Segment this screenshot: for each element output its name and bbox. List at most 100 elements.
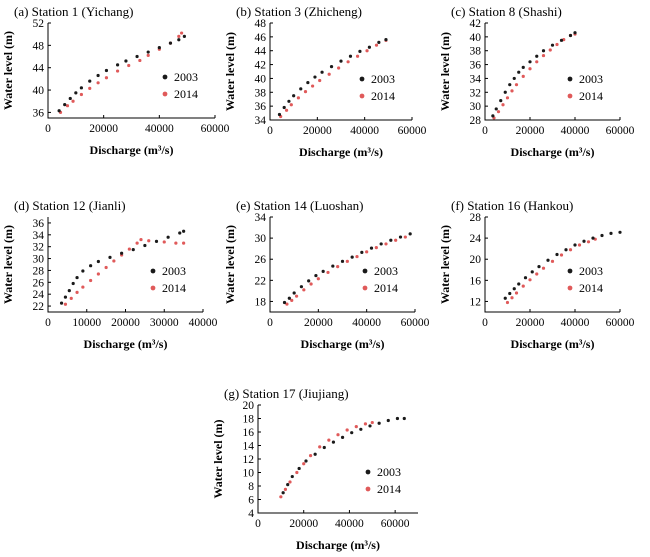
y-tick-label: 46 [255, 32, 267, 44]
x-tick-label: 0 [45, 123, 51, 135]
point-2003 [63, 102, 67, 107]
point-2014 [374, 43, 379, 47]
y-axis-label: Water level (m) [223, 225, 237, 304]
point-2003 [573, 31, 577, 35]
point-2014 [355, 254, 359, 259]
panel-4: (d) Station 12 (Jianli) 0 10000 20000 30000 4… [1, 198, 218, 351]
legend-marker-2003 [162, 74, 168, 80]
point-2003 [182, 229, 186, 233]
point-2014 [496, 110, 501, 114]
panel-2: (b) Station 3 (Zhicheng) 0 20000 40000 60000… [223, 4, 427, 159]
point-2014 [568, 248, 573, 252]
legend-marker-2014 [359, 93, 365, 99]
point-2003 [313, 75, 317, 79]
y-tick-label: 44 [255, 46, 267, 58]
y-tick-label: 24 [33, 289, 45, 301]
y-tick-label: 34 [33, 230, 45, 242]
point-2014 [288, 480, 292, 484]
point-2003 [182, 34, 186, 39]
point-2003 [314, 273, 318, 278]
point-2014 [135, 241, 139, 245]
point-2014 [365, 250, 369, 254]
y-tick-label: 28 [470, 212, 482, 224]
x-tick-label: 40000 [350, 125, 379, 137]
y-tick-label: 6 [248, 495, 254, 507]
y-tick-label: 40 [33, 85, 45, 97]
point-2003 [168, 41, 173, 45]
y-tick-label: 20 [470, 254, 482, 266]
point-2003 [154, 239, 159, 243]
point-2003 [81, 269, 85, 273]
legend-label: 2003 [377, 465, 401, 479]
point-2003 [331, 264, 335, 268]
point-2014 [355, 54, 360, 58]
legend-marker-2014 [365, 486, 371, 492]
point-2003 [282, 300, 287, 305]
point-2003 [178, 231, 182, 235]
point-2003 [348, 54, 353, 58]
y-tick-label: 42 [470, 18, 482, 30]
legend-marker-2003 [359, 76, 365, 82]
point-2014 [279, 495, 283, 499]
point-2014 [327, 438, 331, 442]
legend-marker-2003 [567, 76, 573, 82]
point-2014 [295, 470, 299, 475]
point-2014 [555, 42, 559, 47]
point-2003 [512, 76, 516, 81]
y-axis-label: Water level (m) [438, 225, 452, 304]
y-tick-label: 52 [33, 18, 45, 30]
point-2003 [307, 279, 311, 283]
point-2014 [318, 78, 322, 83]
legend-marker-2003 [150, 268, 156, 274]
point-2014 [308, 454, 313, 458]
y-tick-label: 8 [248, 481, 254, 493]
y-tick-label: 30 [470, 101, 482, 113]
point-2014 [514, 83, 519, 87]
point-2014 [63, 302, 68, 306]
y-axis-label: Water level (m) [1, 31, 15, 110]
point-2003 [135, 54, 139, 59]
panel-7: (g) Station 17 (Jiujiang) 0 20000 40000 6000… [211, 386, 418, 552]
point-2003 [71, 281, 75, 286]
legend-label: 2014 [579, 89, 603, 103]
point-2003 [582, 239, 586, 243]
x-tick-label: 40000 [561, 317, 590, 329]
point-2003 [120, 251, 124, 255]
point-2003 [568, 33, 573, 38]
point-2014 [79, 92, 83, 97]
y-tick-label: 34 [255, 115, 267, 127]
point-2003 [350, 431, 354, 435]
panel-5: (e) Station 14 (Luoshan) 0 20000 40000 60000… [223, 198, 430, 351]
point-2014 [180, 31, 184, 35]
point-2014 [528, 67, 532, 71]
panel-title: (b) Station 3 (Zhicheng) [236, 4, 362, 19]
x-tick-label: 30000 [150, 317, 179, 329]
legend-label: 2003 [371, 72, 395, 86]
point-2003 [297, 466, 301, 471]
x-tick-label: 40000 [561, 125, 590, 137]
y-tick-label: 4 [248, 508, 254, 520]
x-axis-label: Discharge (m³/s) [84, 337, 168, 351]
x-tick-label: 40000 [145, 123, 174, 135]
point-2014 [336, 265, 340, 269]
y-tick-label: 12 [470, 296, 482, 308]
point-2003 [609, 231, 613, 235]
legend-label: 2003 [579, 264, 603, 278]
point-2014 [177, 34, 181, 39]
point-2003 [494, 107, 498, 111]
point-2014 [112, 259, 116, 263]
point-2003 [530, 270, 534, 274]
point-2003 [74, 91, 78, 95]
point-2014 [96, 272, 100, 276]
point-2014 [345, 259, 349, 263]
y-tick-label: 10 [243, 468, 255, 480]
point-2003 [340, 259, 345, 263]
point-2003 [537, 265, 541, 269]
y-tick-label: 26 [33, 277, 45, 289]
y-tick-label: 22 [33, 301, 45, 313]
point-2003 [535, 54, 539, 58]
point-2003 [408, 232, 412, 236]
x-axis-label: Discharge (m³/s) [301, 337, 385, 351]
y-tick-label: 26 [255, 254, 267, 266]
